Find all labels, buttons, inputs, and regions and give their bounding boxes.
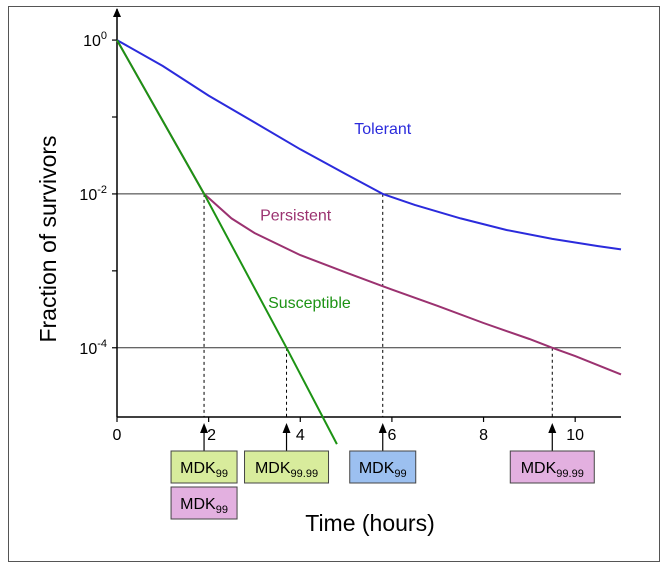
x-tick-label-3: 6	[387, 427, 396, 444]
mdk-base: MDK	[180, 496, 216, 513]
mdk-base: MDK	[180, 460, 216, 477]
x-tick-label-0: 0	[113, 427, 122, 444]
mdk-box-0-0: MDK99	[170, 450, 238, 484]
mdk-subscript: 99	[216, 468, 228, 480]
y-axis-arrow	[113, 8, 121, 17]
mdk-box-0-1: MDK99	[170, 486, 238, 520]
mdk-base: MDK	[359, 460, 395, 477]
y-tick-exponent: -4	[97, 338, 107, 350]
mdk-subscript: 99	[216, 504, 228, 516]
series-label-persistent: Persistent	[260, 208, 332, 225]
y-tick-base: 10	[79, 187, 97, 204]
y-tick-label-2: 10-4	[79, 338, 107, 358]
mdk-box-bg	[170, 450, 238, 484]
mdk-box-label: MDK99.99	[255, 460, 318, 480]
mdk-subscript: 99	[394, 468, 406, 480]
mdk-box-bg	[244, 450, 330, 484]
mdk-box-1-0: MDK99.99	[244, 450, 330, 484]
x-axis-label: Time (hours)	[305, 510, 435, 536]
mdk-box-bg	[349, 450, 417, 484]
mdk-subscript: 99.99	[291, 468, 319, 480]
series-line-susceptible	[116, 39, 338, 445]
y-tick-exponent: 0	[101, 30, 107, 42]
y-tick-exponent: -2	[97, 184, 107, 196]
mdk-subscript: 99.99	[556, 468, 584, 480]
mdk-arrow-head-2	[378, 423, 387, 433]
mdk-box-3-0: MDK99.99	[509, 450, 595, 484]
mdk-arrow-head-1	[282, 423, 291, 433]
x-tick-label-2: 4	[296, 427, 305, 444]
y-tick-label-1: 10-2	[79, 184, 107, 204]
x-tick-label-4: 8	[479, 427, 488, 444]
mdk-box-2-0: MDK99	[349, 450, 417, 484]
mdk-arrow-head-3	[548, 423, 557, 433]
mdk-box-label: MDK99	[359, 460, 407, 480]
y-tick-base: 10	[79, 341, 97, 358]
mdk-base: MDK	[255, 460, 291, 477]
x-tick-label-5: 10	[566, 427, 584, 444]
series-label-susceptible: Susceptible	[268, 295, 351, 312]
y-tick-base: 10	[83, 33, 101, 50]
mdk-box-bg	[509, 450, 595, 484]
mdk-box-label: MDK99.99	[521, 460, 584, 480]
mdk-box-label: MDK99	[180, 496, 228, 516]
series-label-tolerant: Tolerant	[354, 121, 411, 138]
mdk-arrow-head-0	[200, 423, 209, 433]
y-tick-label-0: 100	[83, 30, 107, 50]
mdk-base: MDK	[521, 460, 557, 477]
mdk-box-bg	[170, 486, 238, 520]
y-axis-label: Fraction of survivors	[35, 135, 61, 342]
mdk-box-label: MDK99	[180, 460, 228, 480]
series-line-tolerant	[116, 39, 622, 251]
chart-frame: 0 2 4 6 8 10 100 10-2 10-4 Tolerant Persistent Sus…	[8, 6, 660, 562]
series-line-persistent	[116, 39, 622, 376]
x-tick-label-1: 2	[207, 427, 216, 444]
